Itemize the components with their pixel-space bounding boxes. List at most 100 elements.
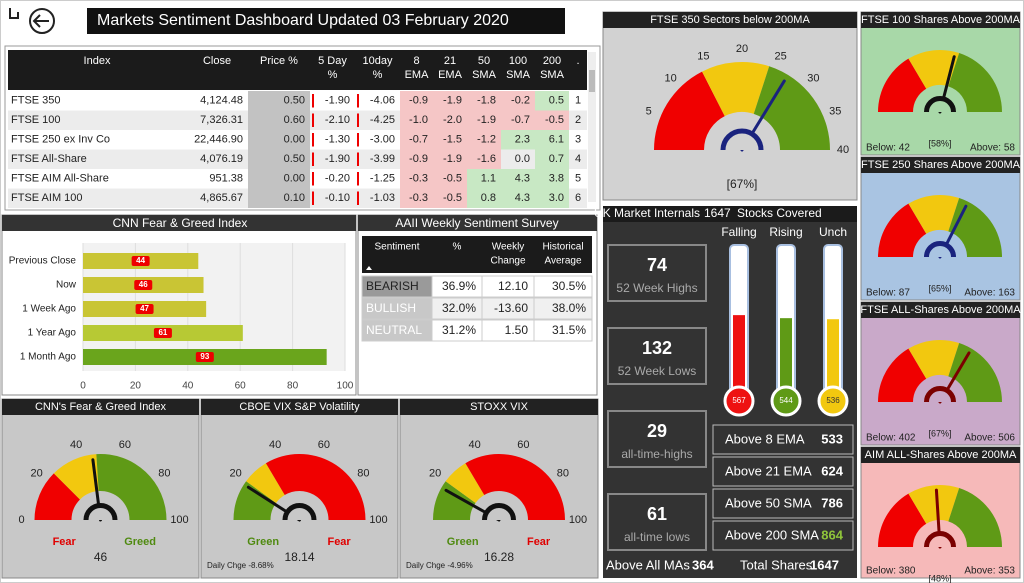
data-bar bbox=[357, 113, 359, 127]
table-cell: 2 bbox=[575, 114, 581, 126]
table-cell: FTSE AIM 100 bbox=[11, 192, 83, 204]
table-cell: -1.9 bbox=[443, 95, 462, 107]
column-header: . bbox=[576, 55, 579, 67]
table-cell: -0.7 bbox=[511, 114, 530, 126]
cell-bg bbox=[400, 188, 433, 208]
table-cell: -0.5 bbox=[443, 173, 462, 185]
gauge-below: Below: 87 bbox=[866, 288, 910, 299]
gauge-title: FTSE 350 Sectors below 200MA bbox=[650, 14, 810, 26]
gauge-band bbox=[96, 454, 167, 520]
category-label: 1 Month Ago bbox=[20, 352, 77, 363]
scroll-thumb bbox=[589, 70, 595, 92]
data-bar bbox=[357, 172, 359, 186]
panel-title: UK Market Internals bbox=[594, 206, 700, 220]
gauge-tick-label: 0 bbox=[18, 514, 24, 526]
gauge-high-label: Greed bbox=[124, 536, 156, 548]
gauge-band bbox=[433, 481, 476, 520]
stat-box bbox=[607, 493, 707, 551]
table-cell: -0.2 bbox=[511, 95, 530, 107]
table-cell: -1.9 bbox=[443, 153, 462, 165]
cell-bg bbox=[467, 110, 501, 130]
stat-box bbox=[607, 244, 707, 302]
hand-icon bbox=[9, 8, 19, 19]
cell-bg bbox=[535, 188, 569, 208]
table-cell: -3.99 bbox=[370, 153, 395, 165]
thermo-bulb bbox=[723, 385, 755, 417]
x-tick-label: 100 bbox=[337, 381, 354, 392]
cell-bg bbox=[501, 91, 535, 111]
gauge-band bbox=[908, 49, 960, 89]
ma-value: 624 bbox=[821, 463, 843, 478]
table-cell: FTSE All-Share bbox=[11, 153, 87, 165]
thermo-fill bbox=[827, 319, 839, 395]
gauge-hub bbox=[83, 503, 118, 521]
table-cell: -0.20 bbox=[325, 173, 350, 185]
table-cell: 3 bbox=[575, 134, 581, 146]
gauge-hub bbox=[282, 503, 317, 521]
value-label: 93 bbox=[200, 352, 209, 361]
gauge-tick-label: 20 bbox=[429, 467, 441, 479]
gauge-low-label: Fear bbox=[53, 536, 77, 548]
gauge-band bbox=[948, 343, 1002, 402]
gauge-value: [67%] bbox=[727, 177, 758, 191]
table-cell: 5 bbox=[575, 173, 581, 185]
x-tick-label: 80 bbox=[287, 381, 299, 392]
ma-value: 533 bbox=[821, 431, 843, 446]
cell-bg bbox=[248, 130, 310, 150]
data-bar bbox=[312, 113, 314, 127]
data-bar bbox=[312, 152, 314, 166]
table-cell: -1.9 bbox=[477, 114, 496, 126]
table-cell: 951.38 bbox=[209, 173, 243, 185]
data-bar bbox=[312, 191, 314, 205]
panel-title: 1647 bbox=[704, 206, 731, 220]
table-cell: -1.2 bbox=[477, 134, 496, 146]
table-cell: 0.00 bbox=[284, 134, 305, 146]
gauge-hub bbox=[924, 241, 956, 258]
gauge-tick-label: 40 bbox=[837, 144, 849, 156]
gauge-band bbox=[948, 53, 1002, 112]
column-header: Average bbox=[544, 256, 582, 267]
panel-title-bar bbox=[861, 12, 1020, 28]
value-badge bbox=[195, 352, 214, 362]
data-bar bbox=[312, 172, 314, 186]
value-badge bbox=[134, 280, 153, 290]
ma-box bbox=[712, 488, 854, 519]
gauge-tick-label: 40 bbox=[269, 439, 281, 451]
table-cell: -4.25 bbox=[370, 114, 395, 126]
table-cell: -1.25 bbox=[370, 173, 395, 185]
cell-bg bbox=[400, 130, 433, 150]
gauge-tick-label: 100 bbox=[369, 514, 387, 526]
table-cell: 4,865.67 bbox=[200, 192, 243, 204]
gauge-tick-label: 30 bbox=[807, 72, 819, 84]
gauge-tick-label: 40 bbox=[468, 439, 480, 451]
column-header: Historical bbox=[542, 242, 583, 253]
gauge-above: Above: 163 bbox=[964, 288, 1015, 299]
table-cell: 3.8 bbox=[549, 173, 564, 185]
table-cell: FTSE 250 ex Inv Co bbox=[11, 134, 110, 146]
gauge-tick-label: 100 bbox=[170, 514, 188, 526]
gauge-band bbox=[246, 463, 285, 503]
table-cell: -0.3 bbox=[409, 192, 428, 204]
gauge-band bbox=[465, 454, 565, 520]
table-cell: 4 bbox=[575, 153, 581, 165]
table-cell: 7,326.31 bbox=[200, 114, 243, 126]
thermo-bulb bbox=[817, 385, 849, 417]
stat-label: 52 Week Highs bbox=[616, 281, 697, 295]
gauge-note: Daily Chge -8.68% bbox=[207, 561, 274, 570]
table-cell: 31.2% bbox=[442, 323, 476, 337]
total-label: Total Shares bbox=[740, 557, 813, 572]
column-header: SMA bbox=[506, 69, 531, 81]
x-tick-label: 40 bbox=[182, 381, 194, 392]
ma-value: 864 bbox=[821, 527, 843, 542]
gauge-band bbox=[878, 348, 927, 402]
table-cell: -1.30 bbox=[325, 134, 350, 146]
table-cell: -1.90 bbox=[325, 153, 350, 165]
table-cell: 0.0 bbox=[515, 153, 530, 165]
gauge-tick-label: 60 bbox=[517, 439, 529, 451]
cell-bg bbox=[501, 130, 535, 150]
table-cell: FTSE 350 bbox=[11, 95, 61, 107]
thermo-value: 567 bbox=[732, 396, 746, 405]
gauge-tick-label: 80 bbox=[557, 467, 569, 479]
table-cell: 0.60 bbox=[284, 114, 305, 126]
gauge-band bbox=[908, 484, 960, 524]
